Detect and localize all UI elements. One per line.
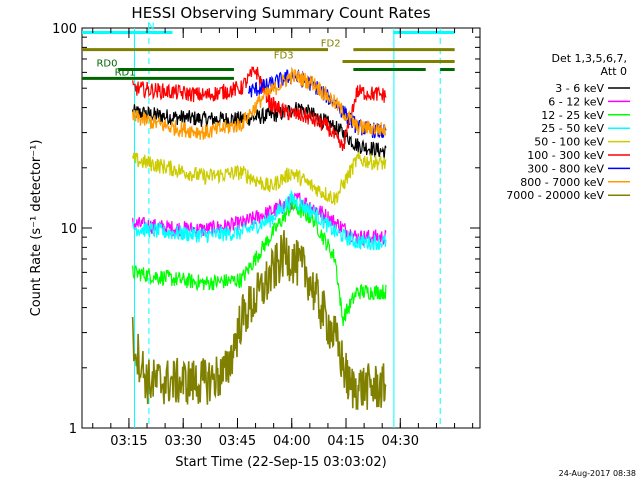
x-axis-label: Start Time (22-Sep-15 03:03:02) [175, 455, 386, 470]
annotation-label-rd0: RD0 [96, 59, 117, 70]
y-tick-label: 10 [60, 222, 77, 237]
legend-label-3: 12 - 25 keV [541, 109, 604, 122]
annotation-label-n: N [147, 21, 154, 32]
legend-title-line2: Att 0 [601, 65, 627, 78]
legend-label-2: 6 - 12 keV [548, 95, 604, 108]
annotation-label-fd2: FD2 [321, 39, 341, 50]
legend-label-9: 7000 - 20000 keV [506, 189, 604, 202]
annotation-label-rd1: RD1 [115, 67, 136, 78]
annotation-label-fd3: FD3 [274, 50, 294, 61]
series-line-8 [132, 66, 387, 140]
x-tick-label: 03:15 [110, 434, 147, 449]
legend-label-7: 300 - 800 keV [527, 162, 604, 175]
axes: 1 10 100 03:15 03:30 03:45 04:00 04:15 04:30 [52, 22, 480, 449]
y-tick-label: 100 [52, 22, 77, 37]
legend-label-8: 800 - 7000 keV [520, 176, 604, 189]
series-line-5 [132, 151, 387, 206]
legend-label-5: 50 - 100 keV [534, 136, 604, 149]
legend-label-6: 100 - 300 keV [527, 149, 604, 162]
y-tick-label: 1 [69, 422, 77, 437]
x-tick-label: 04:15 [327, 434, 364, 449]
series-line-9 [131, 230, 387, 411]
x-tick-label: 03:30 [164, 434, 201, 449]
x-tick-label: 03:45 [219, 434, 256, 449]
x-tick-label: 04:30 [382, 434, 419, 449]
legend-label-4: 25 - 50 keV [541, 122, 604, 135]
series-line-3 [132, 197, 387, 327]
series-line-6 [132, 66, 387, 152]
series-group [131, 66, 387, 411]
legend-label-1: 3 - 6 keV [555, 82, 604, 95]
legend-title-line1: Det 1,3,5,6,7, [551, 52, 627, 65]
timestamp: 24-Aug-2017 08:38 [559, 469, 636, 478]
chart-title: HESSI Observing Summary Count Rates [131, 4, 430, 22]
series-line-1 [132, 101, 387, 160]
series-line-4 [132, 189, 387, 251]
x-tick-label: 04:00 [273, 434, 310, 449]
y-axis-label: Count Rate (s⁻¹ detector⁻¹) [29, 140, 44, 317]
